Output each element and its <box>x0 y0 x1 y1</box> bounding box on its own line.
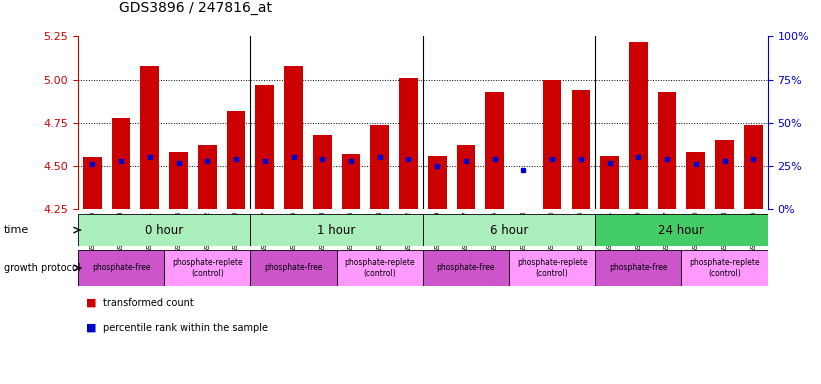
Bar <box>370 124 389 209</box>
Bar <box>543 79 562 209</box>
Bar <box>198 145 217 209</box>
Bar <box>112 118 131 209</box>
Bar <box>83 157 102 209</box>
Bar <box>255 85 274 209</box>
Text: phosphate-replete
(control): phosphate-replete (control) <box>516 258 588 278</box>
Text: 6 hour: 6 hour <box>490 223 528 237</box>
Bar <box>595 250 681 286</box>
Bar <box>250 250 337 286</box>
Bar <box>78 214 250 246</box>
Bar <box>595 214 768 246</box>
Bar <box>485 92 504 209</box>
Text: percentile rank within the sample: percentile rank within the sample <box>103 323 268 333</box>
Bar <box>284 66 303 209</box>
Text: 1 hour: 1 hour <box>318 223 355 237</box>
Text: time: time <box>4 225 30 235</box>
Text: phosphate-free: phosphate-free <box>437 263 495 272</box>
Bar <box>744 124 763 209</box>
Text: phosphate-replete
(control): phosphate-replete (control) <box>689 258 760 278</box>
Bar <box>164 250 250 286</box>
Bar <box>509 250 595 286</box>
Bar <box>227 111 245 209</box>
Text: growth protocol: growth protocol <box>4 263 80 273</box>
Bar <box>140 66 159 209</box>
Bar <box>423 250 509 286</box>
Bar <box>423 214 595 246</box>
Text: transformed count: transformed count <box>103 298 194 308</box>
Bar <box>428 156 447 209</box>
Text: ■: ■ <box>86 323 97 333</box>
Bar <box>686 152 705 209</box>
Bar <box>78 250 164 286</box>
Text: phosphate-free: phosphate-free <box>92 263 150 272</box>
Bar <box>514 209 533 223</box>
Text: phosphate-replete
(control): phosphate-replete (control) <box>172 258 243 278</box>
Bar <box>600 156 619 209</box>
Text: 24 hour: 24 hour <box>658 223 704 237</box>
Bar <box>571 90 590 209</box>
Bar <box>313 135 332 209</box>
Bar <box>169 152 188 209</box>
Bar <box>399 78 418 209</box>
Bar <box>658 92 677 209</box>
Text: ■: ■ <box>86 298 97 308</box>
Text: phosphate-free: phosphate-free <box>264 263 323 272</box>
Bar <box>342 154 360 209</box>
Text: 0 hour: 0 hour <box>145 223 183 237</box>
Text: phosphate-free: phosphate-free <box>609 263 667 272</box>
Bar <box>337 250 423 286</box>
Text: phosphate-replete
(control): phosphate-replete (control) <box>344 258 415 278</box>
Bar <box>456 145 475 209</box>
Bar <box>629 42 648 209</box>
Text: GDS3896 / 247816_at: GDS3896 / 247816_at <box>119 2 272 15</box>
Bar <box>715 140 734 209</box>
Bar <box>250 214 423 246</box>
Bar <box>681 250 768 286</box>
